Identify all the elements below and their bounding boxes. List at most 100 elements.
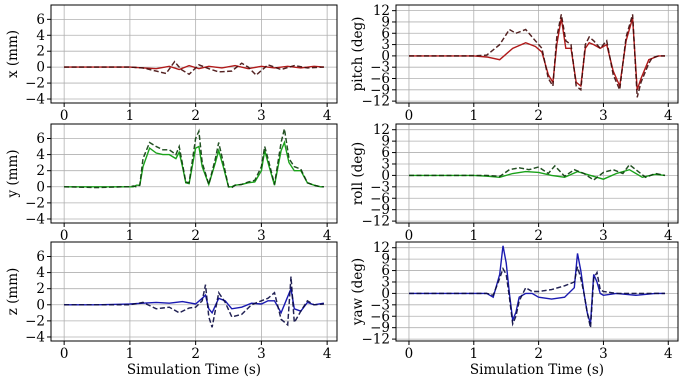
y-tick-label: −3 [370,60,390,76]
y-axis-label: z (mm) [5,268,21,316]
y-tick-label: 4 [36,28,45,44]
y-tick-label: 12 [373,3,390,19]
y-tick-label: −2 [25,313,45,329]
x-axis-label: Simulation Time (s) [127,362,261,378]
y-axis-label: yaw (deg) [350,258,366,326]
x-tick-label: 0 [405,346,414,362]
x-tick-label: 2 [534,108,543,124]
series-line-dashed-tint [409,266,665,328]
y-tick-label: −9 [370,202,390,218]
x-tick-label: 1 [469,108,478,124]
y-tick-label: 2 [36,44,45,60]
y-axis-label: y (mm) [5,149,21,198]
series-line-solid [64,140,324,188]
y-tick-label: 6 [36,249,45,265]
y-tick-label: 0 [381,286,390,302]
x-tick-label: 1 [469,228,478,244]
x-tick-label: 1 [126,228,135,244]
series-line-dashed-tint [409,14,665,98]
axes-frame [395,4,679,104]
y-tick-label: −6 [370,71,390,87]
y-tick-label: −4 [25,92,45,108]
y-axis-label: roll (deg) [350,142,366,205]
axes-frame [50,241,338,342]
y-tick-label: −3 [370,297,390,313]
y-tick-label: 3 [381,274,390,290]
series-line-dashed-tint [64,60,324,77]
y-tick-label: 12 [373,122,390,138]
y-tick-label: −12 [362,332,391,348]
x-tick-label: 3 [599,228,608,244]
y-tick-label: 3 [381,37,390,53]
y-tick-label: 6 [381,26,390,42]
series-line-dashed-tint [409,163,666,181]
y-tick-label: −12 [362,94,391,110]
y-tick-label: −12 [362,214,391,230]
y-tick-label: 0 [36,297,45,313]
series-line-solid [409,245,665,325]
y-tick-label: 2 [36,163,45,179]
y-tick-label: −2 [25,195,45,211]
y-tick-label: 9 [381,252,390,268]
x-tick-label: 1 [126,346,135,362]
series-line-dashed [64,60,324,77]
x-tick-label: 3 [599,346,608,362]
y-axis-label: x (mm) [5,30,21,78]
axes-frame [395,241,679,342]
y-tick-label: −6 [370,191,390,207]
y-tick-label: −6 [370,309,390,325]
x-tick-label: 0 [60,228,69,244]
x-tick-label: 1 [126,108,135,124]
y-tick-label: 6 [381,263,390,279]
x-axis-label: Simulation Time (s) [470,362,604,378]
x-tick-label: 4 [664,108,673,124]
series-line-dashed [409,14,665,98]
x-tick-label: 0 [405,108,414,124]
x-tick-label: 2 [191,346,200,362]
y-tick-label: 6 [36,12,45,28]
y-axis-label: pitch (deg) [350,17,366,92]
x-tick-label: 0 [60,346,69,362]
x-tick-label: 4 [664,346,673,362]
axes-frame [50,123,338,224]
y-tick-label: 9 [381,134,390,150]
series-line-dashed [409,266,665,328]
series-line-dashed-tint [64,276,324,328]
x-tick-label: 4 [664,228,673,244]
y-tick-label: 6 [381,145,390,161]
series-line-solid [64,286,325,315]
y-tick-label: −4 [25,211,45,227]
series-line-dashed-tint [64,128,324,189]
x-tick-label: 0 [405,228,414,244]
x-tick-label: 4 [323,228,332,244]
x-tick-label: 3 [257,346,266,362]
y-tick-label: 4 [36,147,45,163]
x-tick-label: 1 [469,346,478,362]
y-tick-label: 0 [36,60,45,76]
x-tick-label: 2 [534,228,543,244]
x-tick-label: 0 [60,108,69,124]
x-tick-label: 2 [191,108,200,124]
y-tick-label: 0 [36,179,45,195]
y-tick-label: 6 [36,131,45,147]
axes-frame [50,4,338,104]
y-tick-label: 9 [381,14,390,30]
y-tick-label: −4 [25,329,45,345]
y-tick-label: −9 [370,82,390,98]
x-tick-label: 4 [323,346,332,362]
axes-frame [395,123,679,224]
y-tick-label: 2 [36,281,45,297]
y-tick-label: 3 [381,156,390,172]
series-line-solid [409,168,666,180]
x-tick-label: 2 [191,228,200,244]
x-tick-label: 4 [323,108,332,124]
series-line-solid [409,18,665,91]
x-tick-label: 3 [257,108,266,124]
x-tick-label: 3 [257,228,266,244]
y-tick-label: 4 [36,265,45,281]
